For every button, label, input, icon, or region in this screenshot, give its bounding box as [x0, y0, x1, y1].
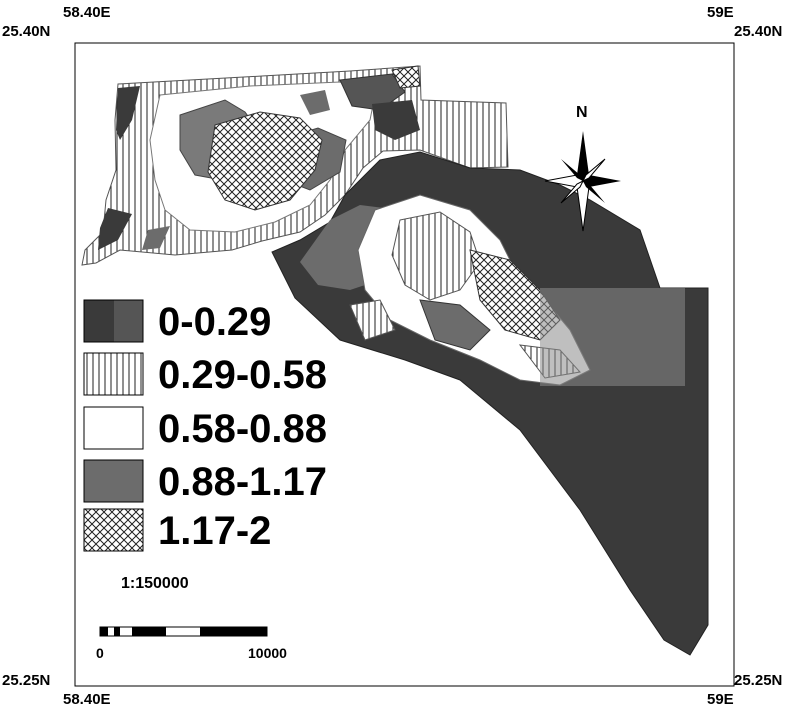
- scale-end: 10000: [248, 645, 287, 661]
- map-region-middle: [271, 151, 709, 656]
- legend-swatch-0.88-1.17: [83, 459, 144, 503]
- legend-swatches: [83, 299, 144, 552]
- legend-label-1: 0.29-0.58: [158, 353, 328, 397]
- legend-swatch-0.29-0.58: [83, 352, 144, 396]
- north-label: N: [576, 104, 588, 121]
- legend-swatch-1.17-2: [83, 508, 144, 552]
- map-frame: [74, 42, 735, 687]
- scale-ratio: 1:150000: [121, 575, 189, 592]
- legend-swatch-0.58-0.88: [83, 406, 144, 450]
- scale-bar: [99, 626, 268, 637]
- legend-label-2: 0.58-0.88: [158, 407, 328, 451]
- top-left-longitude: 58.40E: [63, 4, 111, 21]
- top-right-latitude: 25.40N: [734, 23, 783, 40]
- legend-swatch-0-0.29: [83, 299, 144, 343]
- scale-start: 0: [96, 645, 104, 661]
- legend-label-0: 0-0.29: [158, 300, 272, 344]
- map-region-upper-left: [81, 65, 509, 266]
- top-left-latitude: 25.40N: [2, 23, 51, 40]
- compass-rose-icon: [544, 131, 621, 232]
- bottom-left-longitude: 58.40E: [63, 691, 111, 708]
- bottom-right-latitude: 25.25N: [734, 672, 783, 689]
- legend-label-3: 0.88-1.17: [158, 460, 328, 504]
- legend-label-4: 1.17-2: [158, 509, 272, 553]
- top-right-longitude: 59E: [707, 4, 734, 21]
- bottom-left-latitude: 25.25N: [2, 672, 51, 689]
- bottom-right-longitude: 59E: [707, 691, 734, 708]
